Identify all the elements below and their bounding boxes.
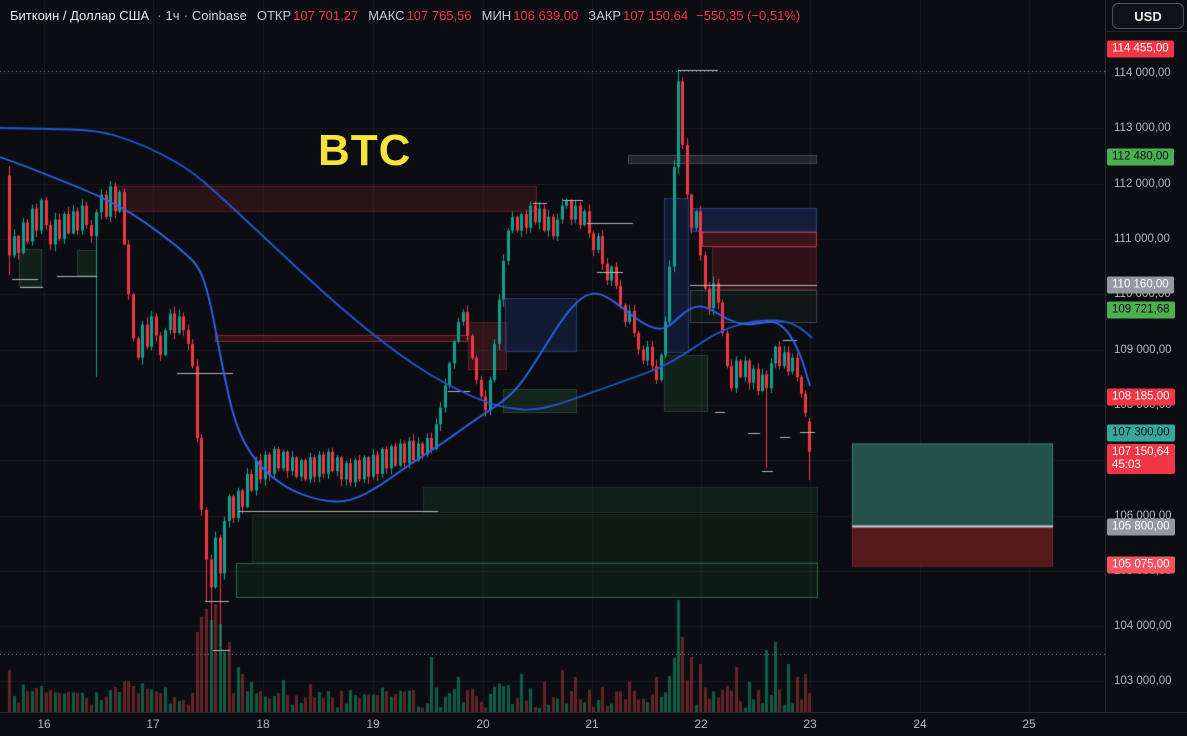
close-label: ЗАКР	[588, 7, 622, 23]
price-tick-label: 113 000,00	[1114, 122, 1171, 134]
time-tick-label: 25	[1022, 717, 1036, 731]
price-level-badge[interactable]: 112 480,00	[1107, 148, 1174, 166]
price-axis-header: USD	[1105, 0, 1187, 32]
price-tick-label: 103 000,00	[1114, 675, 1172, 687]
time-tick-label: 17	[146, 717, 160, 731]
price-level-badge[interactable]: 114 455,00	[1107, 40, 1174, 58]
price-tick-label: 112 000,00	[1114, 178, 1171, 190]
price-tick-label: 111 000,00	[1114, 233, 1170, 245]
time-axis[interactable]: 16 17 18 19 20 21 22 23 24 25	[0, 712, 1187, 736]
open-label: ОТКР	[256, 7, 292, 23]
time-tick-label: 24	[913, 717, 927, 731]
price-level-badge[interactable]: 105 075,00	[1107, 556, 1175, 574]
time-tick-label: 21	[585, 717, 599, 731]
time-tick-label: 20	[476, 717, 490, 731]
time-tick-label: 22	[694, 717, 708, 731]
price-axis[interactable]: 114 000,00 113 000,00 112 000,00 111 000,00…	[1105, 0, 1187, 712]
close-value: 107 150,64	[623, 7, 689, 23]
high-label: МАКС	[368, 7, 405, 23]
low-value: 106 639,00	[513, 7, 579, 23]
price-level-badge[interactable]: 105 800,00	[1107, 518, 1175, 536]
bar-countdown: 45:03	[1112, 459, 1141, 471]
time-tick-label: 16	[37, 717, 51, 731]
price-tick-label: 104 000,00	[1114, 620, 1172, 632]
price-chart-canvas[interactable]	[0, 0, 1105, 712]
price-level-badge[interactable]: 107 300,00	[1107, 424, 1175, 442]
price-level-badge[interactable]: 108 185,00	[1107, 388, 1175, 406]
symbol-title[interactable]: Биткоин / Доллар США	[10, 7, 150, 23]
price-tick-label: 114 000,00	[1114, 67, 1171, 79]
legend-separator2: ·	[183, 7, 188, 23]
legend-separator: ·	[157, 7, 162, 23]
time-tick-label: 18	[256, 717, 270, 731]
low-label: МИН	[481, 7, 512, 23]
chart-legend: Биткоин / Доллар США · 1ч · Coinbase ОТК…	[10, 6, 800, 24]
current-price-badge[interactable]: 107 150,64 45:03	[1107, 444, 1175, 474]
price-level-badge[interactable]: 110 160,00	[1107, 276, 1174, 294]
currency-toggle-button[interactable]: USD	[1112, 3, 1184, 29]
time-tick-label: 23	[803, 717, 817, 731]
open-value: 107 701,27	[293, 7, 359, 23]
high-value: 107 765,56	[406, 7, 472, 23]
change-value: −550,35 (−0,51%)	[696, 7, 801, 23]
symbol-watermark: BTC	[318, 126, 412, 175]
exchange-label[interactable]: Coinbase	[191, 7, 247, 23]
price-level-badge[interactable]: 109 721,68	[1107, 301, 1175, 319]
price-tick-label: 109 000,00	[1114, 344, 1172, 356]
timeframe-label[interactable]: 1ч	[165, 7, 180, 23]
time-tick-label: 19	[366, 717, 380, 731]
